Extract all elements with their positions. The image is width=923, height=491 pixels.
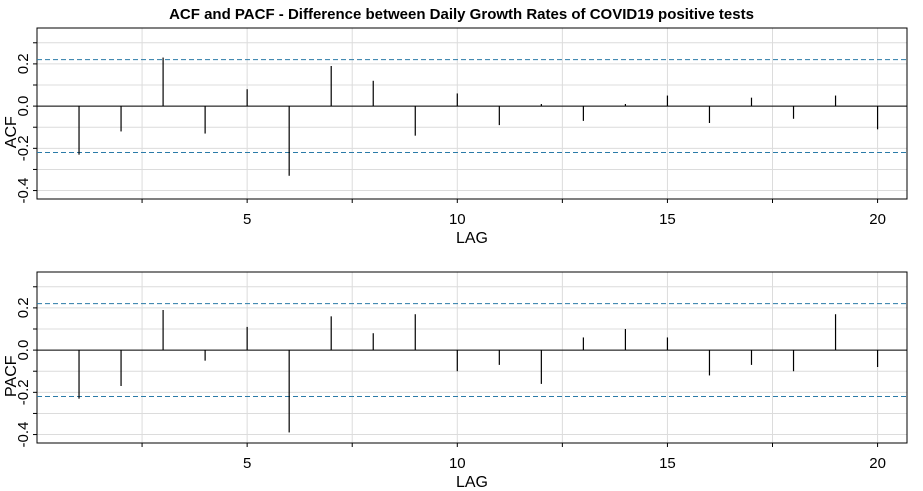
acf-y-tick-label: 0.0 xyxy=(15,96,32,117)
acf-x-tick-label: 20 xyxy=(869,211,886,228)
acf-x-tick-label: 15 xyxy=(659,211,676,228)
pacf-y-tick-label: -0.2 xyxy=(15,379,32,405)
acf-y-tick-label: -0.2 xyxy=(15,135,32,161)
pacf-y-axis-title: PACF xyxy=(3,355,20,397)
acf-x-axis-title: LAG xyxy=(456,230,488,247)
pacf-y-tick-label: -0.4 xyxy=(15,422,32,448)
pacf-x-axis-title: LAG xyxy=(456,474,488,491)
pacf-x-tick-label: 10 xyxy=(449,455,466,472)
acf-x-tick-label: 10 xyxy=(449,211,466,228)
acf-y-tick-label: -0.4 xyxy=(15,178,32,204)
pacf-x-tick-label: 5 xyxy=(243,455,251,472)
acf-y-tick-label: 0.2 xyxy=(15,53,32,74)
chart-title: ACF and PACF - Difference between Daily … xyxy=(169,6,754,23)
pacf-y-tick-label: 0.2 xyxy=(15,297,32,318)
pacf-y-tick-label: 0.0 xyxy=(15,340,32,361)
pacf-panel-frame xyxy=(36,271,908,444)
acf-y-axis-title: ACF xyxy=(3,116,20,148)
pacf-x-tick-label: 20 xyxy=(869,455,886,472)
acf-panel-frame xyxy=(36,27,908,200)
acf-x-tick-label: 5 xyxy=(243,211,251,228)
pacf-x-tick-label: 15 xyxy=(659,455,676,472)
